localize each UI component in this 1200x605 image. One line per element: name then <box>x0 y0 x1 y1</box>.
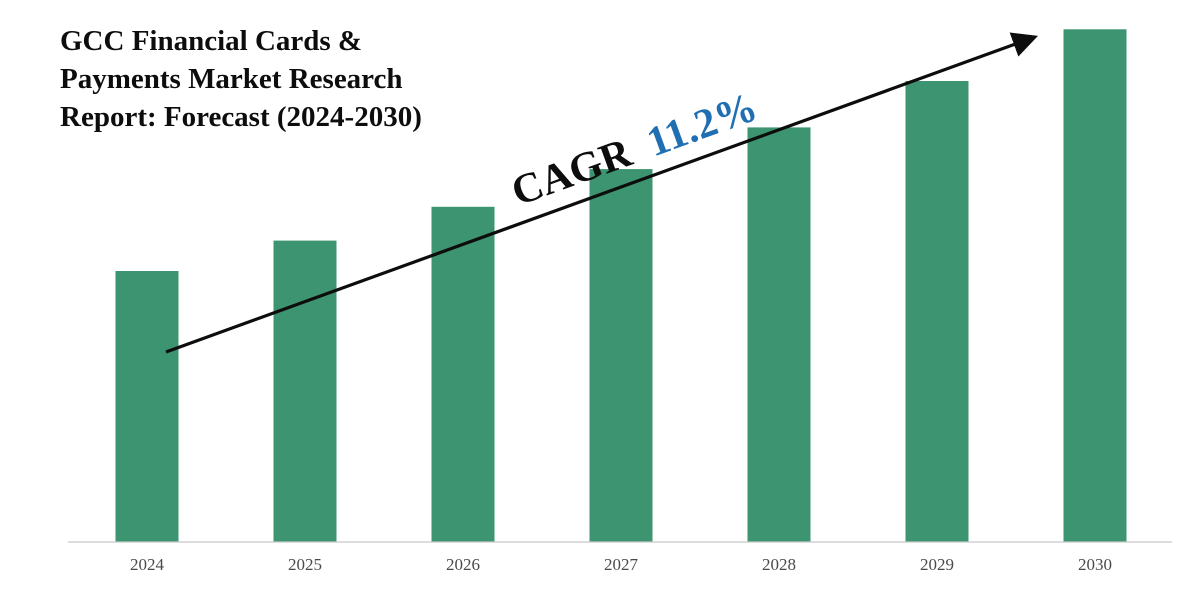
bar-2024 <box>115 271 179 542</box>
cagr-value: 11.2% <box>641 84 763 166</box>
bar-2028 <box>747 127 811 543</box>
x-tick-label: 2027 <box>604 555 639 574</box>
x-axis-ticks: 2024 2025 2026 2027 2028 2029 2030 <box>130 555 1112 574</box>
bar-2026 <box>431 206 495 543</box>
bar-2027 <box>589 169 653 542</box>
x-tick-label: 2024 <box>130 555 165 574</box>
x-tick-label: 2029 <box>920 555 954 574</box>
x-tick-label: 2030 <box>1078 555 1112 574</box>
bar-2030 <box>1063 29 1127 543</box>
x-tick-label: 2026 <box>446 555 480 574</box>
x-tick-label: 2028 <box>762 555 796 574</box>
bar-2025 <box>273 240 337 542</box>
bars <box>115 29 1127 543</box>
bar-2029 <box>905 81 969 542</box>
chart-title: GCC Financial Cards & Payments Market Re… <box>60 25 422 133</box>
cagr-trend-arrow <box>165 32 1039 354</box>
x-tick-label: 2025 <box>288 555 322 574</box>
